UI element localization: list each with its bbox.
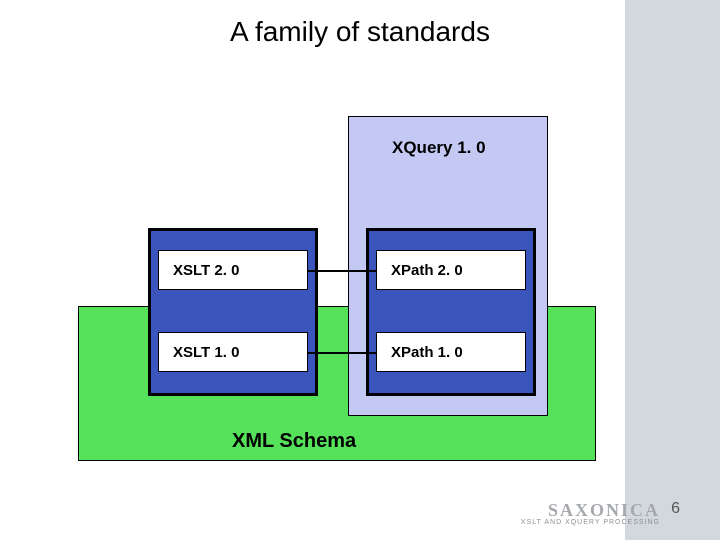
page-number: 6 bbox=[671, 500, 680, 518]
right-accent-bar bbox=[625, 0, 720, 540]
xpath-2-label: XPath 2. 0 bbox=[391, 262, 463, 279]
xslt-1-cell: XSLT 1. 0 bbox=[158, 332, 308, 372]
xquery-label: XQuery 1. 0 bbox=[392, 138, 486, 158]
connector-bottom bbox=[308, 352, 376, 354]
xslt-2-cell: XSLT 2. 0 bbox=[158, 250, 308, 290]
logo-tagline: XSLT AND XQUERY PROCESSING bbox=[521, 519, 660, 526]
xslt-2-label: XSLT 2. 0 bbox=[173, 262, 239, 279]
xpath-2-cell: XPath 2. 0 bbox=[376, 250, 526, 290]
xpath-1-cell: XPath 1. 0 bbox=[376, 332, 526, 372]
xslt-1-label: XSLT 1. 0 bbox=[173, 344, 239, 361]
connector-top bbox=[308, 270, 376, 272]
saxonica-logo: SAXONICA XSLT AND XQUERY PROCESSING bbox=[521, 501, 660, 526]
slide-stage: A family of standards XML Schema XQuery … bbox=[0, 0, 720, 540]
xml-schema-label: XML Schema bbox=[232, 430, 356, 453]
slide-title: A family of standards bbox=[0, 16, 720, 48]
xpath-1-label: XPath 1. 0 bbox=[391, 344, 463, 361]
logo-wordmark: SAXONICA bbox=[521, 501, 660, 519]
